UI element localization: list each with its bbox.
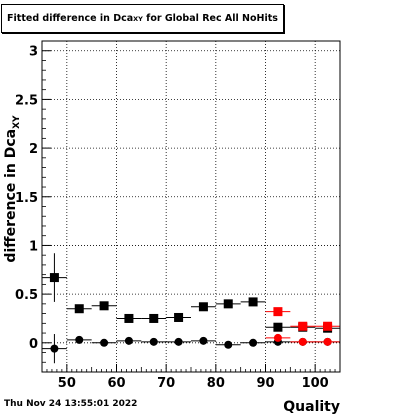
data-point-circle: [124, 336, 133, 345]
data-point-square: [74, 304, 84, 314]
grid: [42, 41, 340, 372]
chart-title-sub: XY: [133, 14, 143, 23]
data-point-square: [198, 302, 208, 312]
data-point-square: [273, 322, 283, 332]
y-tick-label: 2.5: [15, 93, 38, 108]
data-point-circle: [224, 340, 233, 349]
axes-layer: 50 60 70 80 90 100 0 0.5 1 1.5 2 2.5 3: [15, 45, 336, 391]
data-point-square: [323, 321, 333, 331]
data-point-circle: [249, 338, 258, 347]
x-tick-label: 100: [302, 376, 329, 391]
data-point-square: [273, 307, 283, 317]
data-point-square: [49, 273, 59, 283]
x-tick-label: 90: [256, 376, 274, 391]
y-tick-label: 0: [29, 337, 38, 352]
data-point-square: [298, 321, 308, 331]
data-point-square: [99, 301, 109, 311]
data-point-circle: [174, 337, 183, 346]
data-point-circle: [50, 344, 59, 353]
y-axis-label: difference in DcaXY: [3, 115, 22, 263]
series-layer: [42, 253, 340, 364]
data-point-circle: [323, 337, 332, 346]
x-tick-label: 50: [58, 376, 76, 391]
y-tick-label: 1: [29, 239, 38, 254]
x-tick-label: 80: [207, 376, 225, 391]
data-point-circle: [149, 337, 158, 346]
data-point-circle: [75, 335, 84, 344]
data-point-square: [174, 312, 184, 322]
data-point-circle: [273, 333, 282, 342]
plot-area: [42, 41, 340, 372]
y-tick-label: 1.5: [15, 191, 38, 206]
y-axis-label-main: difference in Dca: [3, 129, 19, 263]
data-point-square: [248, 297, 258, 307]
data-point-circle: [298, 337, 307, 346]
x-axis-label: Quality: [283, 399, 340, 414]
chart-title: Fitted difference in Dca XY for Global Re…: [1, 4, 284, 33]
data-point-circle: [100, 338, 109, 347]
y-axis-label-sub: XY: [12, 115, 22, 129]
data-point-square: [149, 313, 159, 323]
chart-title-main: Fitted difference in Dca: [7, 13, 134, 24]
y-tick-label: 0.5: [15, 288, 38, 303]
data-point-square: [223, 299, 233, 309]
timestamp: Thu Nov 24 13:55:01 2022: [4, 399, 138, 409]
y-tick-label: 2: [29, 142, 38, 157]
x-tick-label: 60: [107, 376, 125, 391]
chart-title-tail: for Global Rec All NoHits: [142, 13, 278, 24]
y-tick-label: 3: [29, 45, 38, 60]
data-point-square: [124, 313, 134, 323]
x-tick-label: 70: [157, 376, 175, 391]
data-point-circle: [199, 336, 208, 345]
